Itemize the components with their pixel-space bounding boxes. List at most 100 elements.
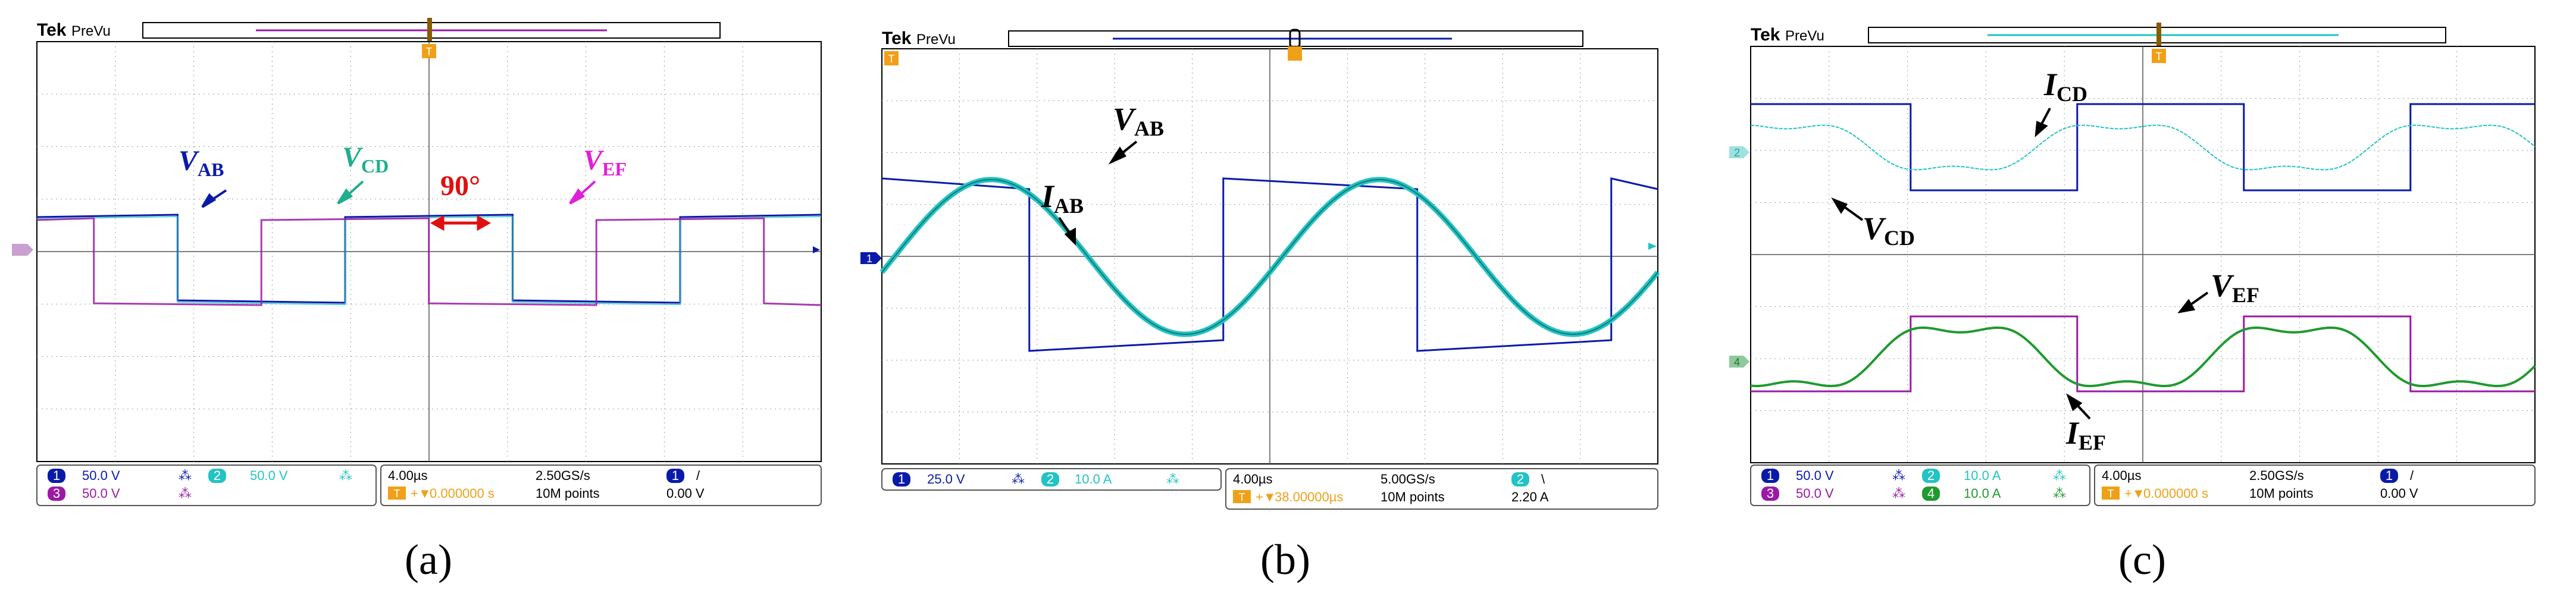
svg-text:T: T xyxy=(888,53,895,65)
trigger-marker: T xyxy=(2152,49,2166,63)
sample-rate: 2.50GS/s xyxy=(536,468,590,483)
arrow-vcd xyxy=(337,180,364,205)
label-icd: ICD xyxy=(2043,67,2087,106)
trace-ief xyxy=(1750,327,2536,387)
waveforms xyxy=(36,214,822,306)
arrow-ief xyxy=(2066,393,2091,420)
scope-screen-c: Tek PreVu T 2 4 ICD VCD VEF IEF xyxy=(1729,23,2536,506)
svg-text:3: 3 xyxy=(53,486,60,501)
svg-text:⁂: ⁂ xyxy=(1012,472,1025,487)
ch3-scale: 50.0 V xyxy=(82,486,120,501)
svg-text:1: 1 xyxy=(1767,468,1774,483)
svg-text:2: 2 xyxy=(1517,472,1524,487)
ch2-scale: 10.0 A xyxy=(1964,468,2001,483)
record-length: 10M points xyxy=(1381,489,1445,504)
trigger-delay: 0.000000 s xyxy=(2143,486,2208,501)
caption-a: (a) xyxy=(405,536,452,583)
mode-label: PreVu xyxy=(71,23,111,39)
svg-text:2: 2 xyxy=(1047,472,1054,487)
brand-label: Tek xyxy=(37,20,67,40)
svg-text:1: 1 xyxy=(898,472,905,487)
trace-vcd xyxy=(1751,103,2535,192)
trigger-level: 0.00 V xyxy=(666,486,705,501)
record-length: 10M points xyxy=(536,486,600,501)
svg-text:/: / xyxy=(696,468,700,483)
label-ief: IEF xyxy=(2065,415,2106,454)
trigger-level: 0.00 V xyxy=(2380,486,2418,501)
svg-text:2: 2 xyxy=(1927,468,1935,483)
waveforms xyxy=(879,177,1660,352)
svg-text:1: 1 xyxy=(2386,468,2393,483)
svg-text:3: 3 xyxy=(1767,486,1774,501)
scope-panel-c: Tek PreVu T 2 4 ICD VCD VEF IEF xyxy=(1714,0,2571,612)
arrow-vcd xyxy=(1831,197,1864,221)
svg-text:⁂: ⁂ xyxy=(179,468,192,483)
label-vef: VEF xyxy=(2211,268,2259,307)
ch4-scale: 10.0 A xyxy=(1964,486,2001,501)
ch2-ground-marker xyxy=(1729,146,1749,158)
svg-text:T: T xyxy=(2108,488,2114,500)
caption-c: (c) xyxy=(2118,536,2166,583)
scope-screen-b: Tek PreVu T 1 VAB IAB 1 25.0 V ⁂ xyxy=(860,29,1660,510)
label-vcd: VCD xyxy=(1863,211,1915,250)
ch1-scale: 50.0 V xyxy=(1796,468,1834,483)
trigger-delay: 0.000000 s xyxy=(430,486,494,501)
trace-vab xyxy=(881,177,1658,352)
svg-text:⁂: ⁂ xyxy=(339,468,352,483)
trigger-level-arrow xyxy=(1648,243,1657,250)
arrow-vef xyxy=(2177,291,2209,313)
trace-vef xyxy=(36,217,822,306)
svg-text:2: 2 xyxy=(214,468,221,483)
svg-text:2: 2 xyxy=(1734,147,1740,159)
phase-label: 90° xyxy=(440,170,480,202)
arrow-vef xyxy=(569,180,596,205)
status-bar: 1 25.0 V ⁂ 2 10.0 A ⁂ 4.00µs T +▼ 38.000… xyxy=(881,468,1658,510)
ch1-scale: 25.0 V xyxy=(927,472,965,487)
status-bar: 1 50.0 V ⁂ 2 10.0 A ⁂ 3 50.0 V ⁂ 4 10.0 … xyxy=(1750,465,2536,506)
svg-text:1: 1 xyxy=(866,253,872,265)
record-length: 10M points xyxy=(2249,486,2314,501)
scope-panel-a: Tek PreVu T VAB VCD VEF 90° xyxy=(0,0,857,612)
svg-text:⁂: ⁂ xyxy=(2053,486,2066,501)
label-iab: IAB xyxy=(1041,178,1084,218)
svg-text:+▼: +▼ xyxy=(2124,486,2145,501)
label-vab: VAB xyxy=(179,145,224,180)
ch2-scale: 10.0 A xyxy=(1075,472,1112,487)
arrow-vab xyxy=(201,189,227,208)
brand-label: Tek xyxy=(882,29,912,48)
trigger-marker-left: T xyxy=(884,51,899,65)
timebase: 4.00µs xyxy=(388,468,428,483)
timebase: 4.00µs xyxy=(1233,472,1273,487)
svg-text:T: T xyxy=(426,46,433,58)
caption-b: (b) xyxy=(1260,536,1310,583)
trigger-level-arrow xyxy=(813,246,820,253)
trigger-delay: 38.00000µs xyxy=(1275,489,1343,504)
svg-text:⁂: ⁂ xyxy=(179,486,192,501)
scope-screen-a: Tek PreVu T VAB VCD VEF 90° xyxy=(12,18,822,506)
phase-arrow xyxy=(430,215,492,231)
trace-vef xyxy=(1751,315,2535,393)
arrow-vab xyxy=(1108,140,1138,165)
timebase: 4.00µs xyxy=(2102,468,2142,483)
ch-ground-marker xyxy=(12,244,33,256)
arrow-iab xyxy=(1058,216,1076,246)
svg-text:+▼: +▼ xyxy=(411,486,431,501)
graticule-grid xyxy=(1751,46,2535,463)
ch1-scale: 50.0 V xyxy=(82,468,120,483)
label-vcd: VCD xyxy=(342,142,389,177)
trigger-marker: T xyxy=(422,44,436,58)
trace-iab-core xyxy=(881,179,1658,335)
svg-text:4: 4 xyxy=(1927,486,1935,501)
mode-label: PreVu xyxy=(916,32,956,48)
waveforms xyxy=(1750,103,2536,393)
svg-text:4: 4 xyxy=(1734,356,1740,368)
svg-text:⁂: ⁂ xyxy=(1892,468,1905,483)
scope-panel-b: Tek PreVu T 1 VAB IAB 1 25.0 V ⁂ xyxy=(857,0,1714,612)
brand-label: Tek xyxy=(1751,25,1780,45)
label-vef: VEF xyxy=(583,145,627,180)
svg-text:\: \ xyxy=(1541,472,1545,487)
svg-text:T: T xyxy=(394,488,400,500)
svg-text:1: 1 xyxy=(53,468,60,483)
ch3-scale: 50.0 V xyxy=(1796,486,1834,501)
svg-text:⁂: ⁂ xyxy=(2053,468,2066,483)
